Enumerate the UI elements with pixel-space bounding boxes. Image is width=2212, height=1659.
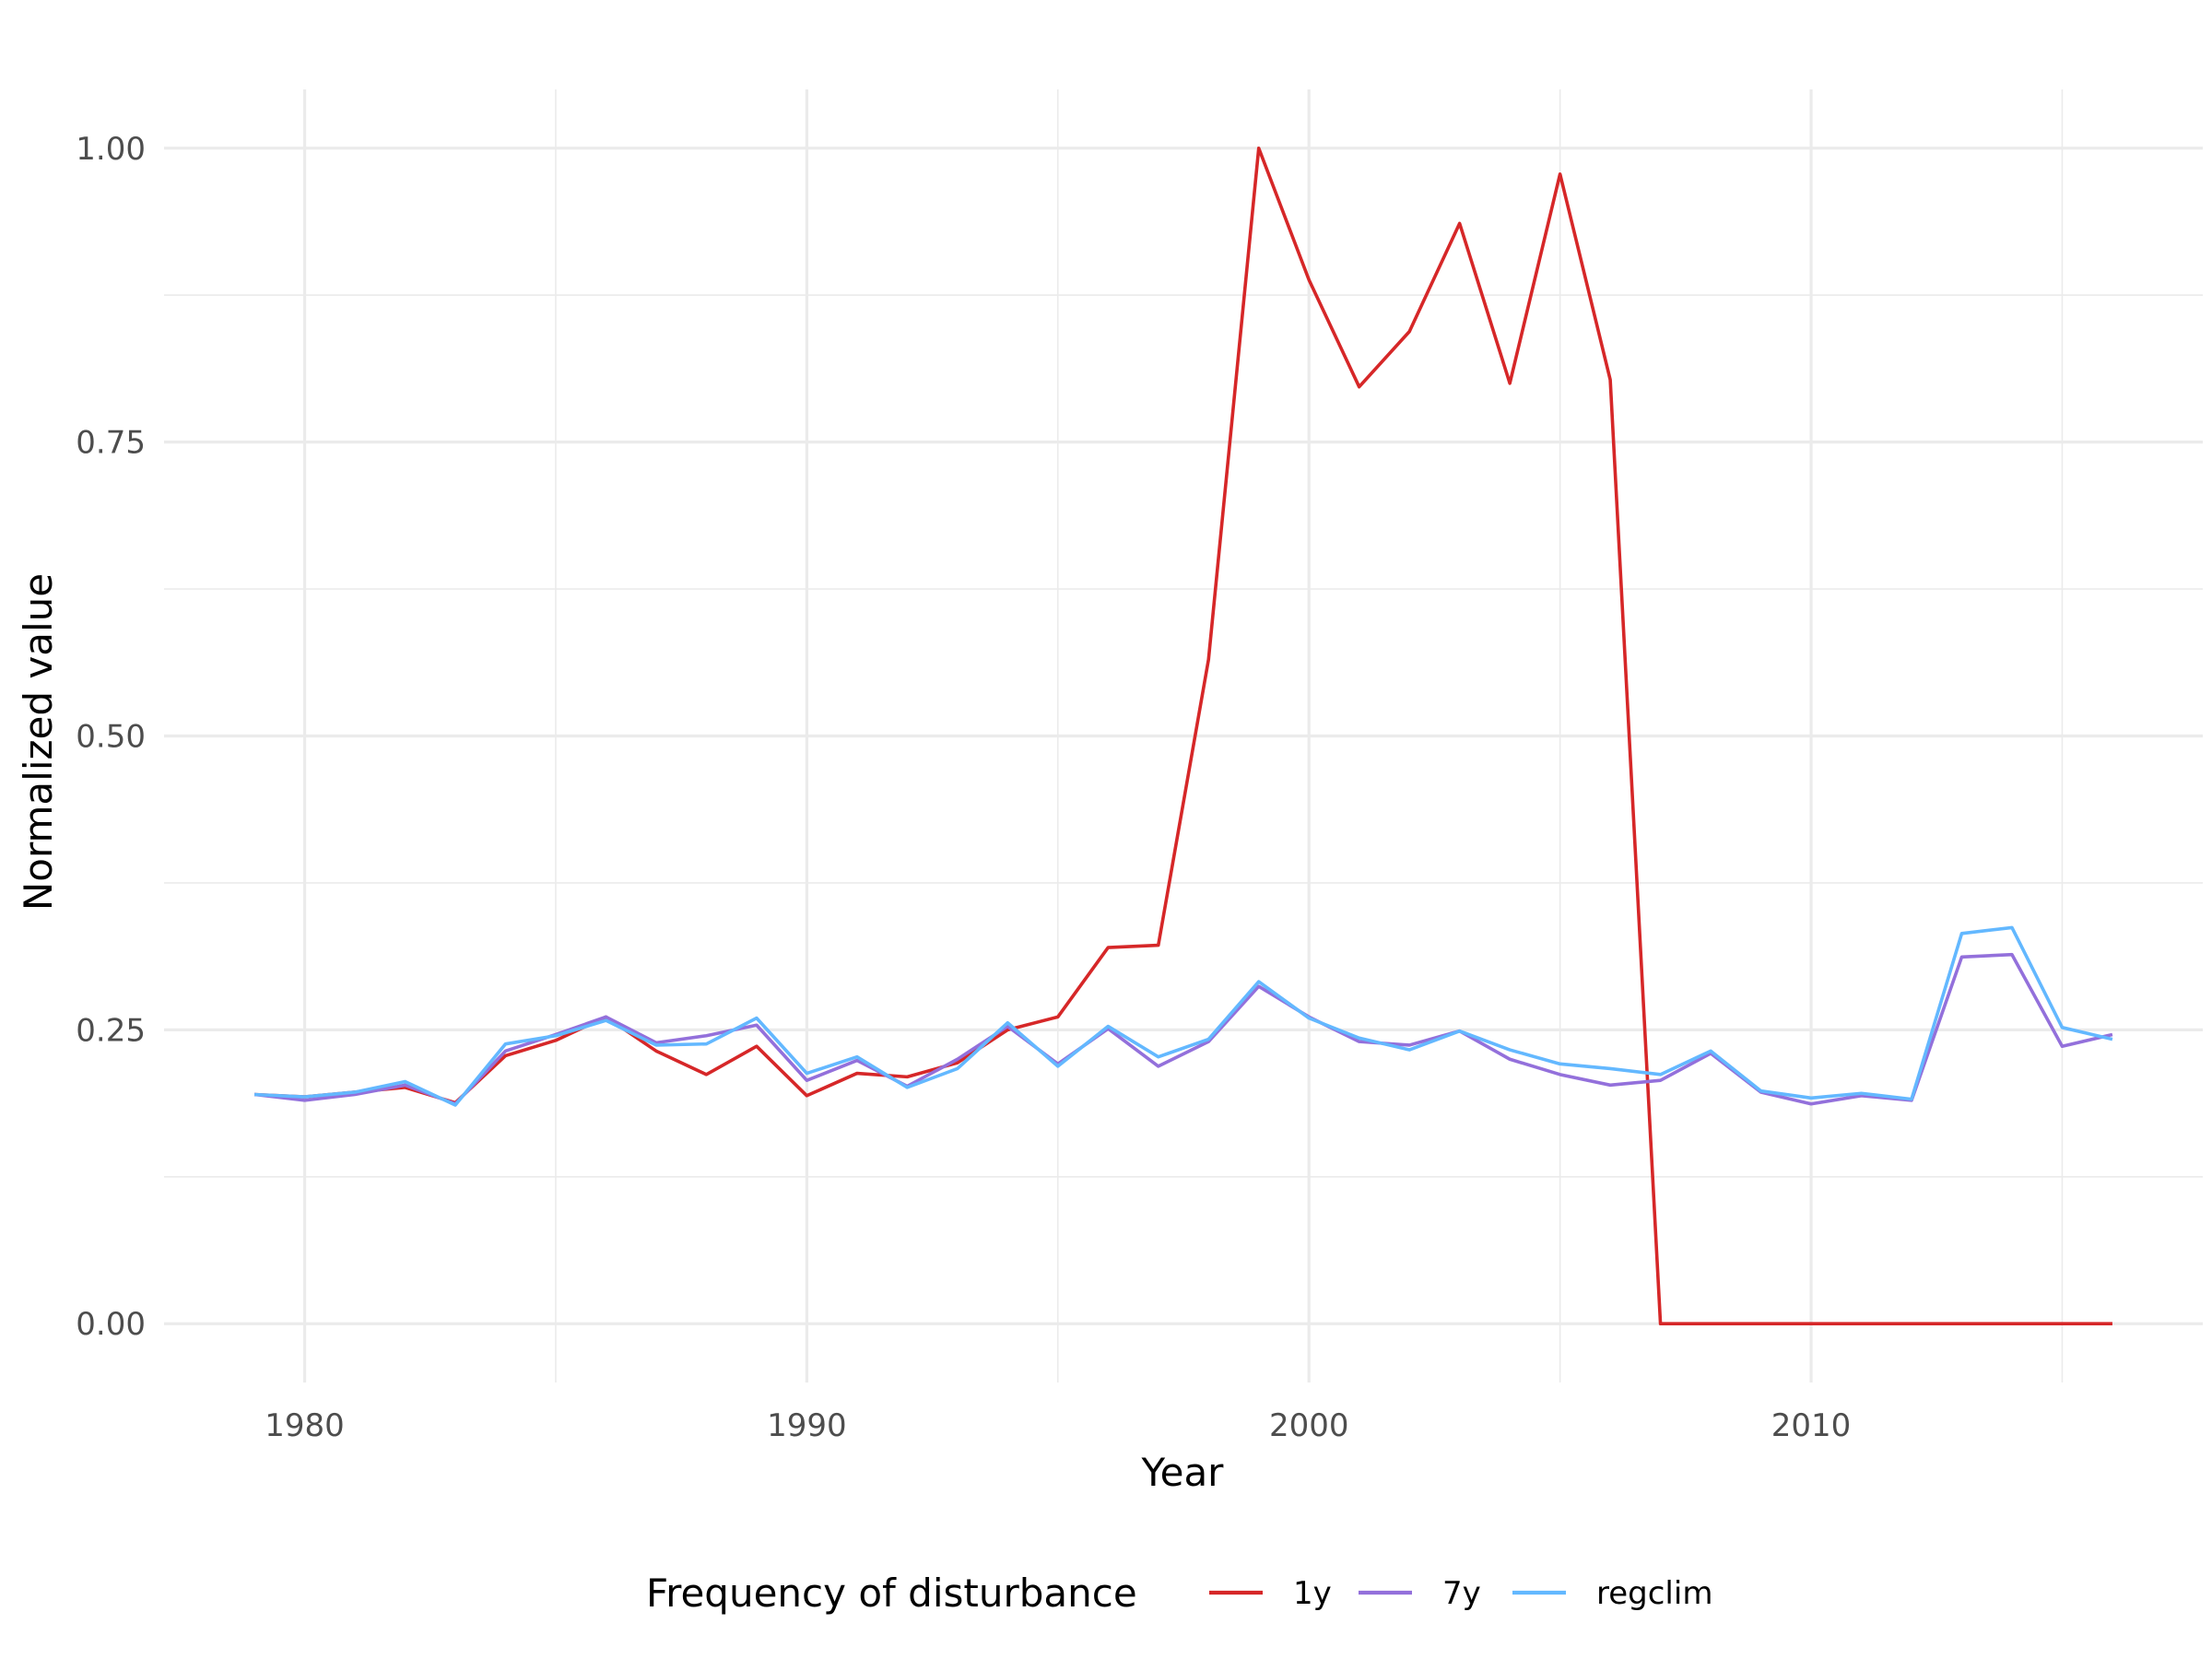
x-tick-label: 2010 <box>1771 1407 1852 1444</box>
x-tick-label: 1990 <box>767 1407 847 1444</box>
series-line-regclim <box>253 925 2113 1107</box>
y-axis-title: Normalized value <box>16 573 61 911</box>
legend-label-1y: 1y <box>1293 1575 1332 1612</box>
series-line-1y <box>253 146 2112 1326</box>
major-horizontal-gridlines <box>164 147 2203 1325</box>
y-tick-label: 0.00 <box>76 1306 146 1343</box>
x-tick-label: 1980 <box>265 1407 345 1444</box>
legend-keys: 1y 7y regclim <box>1209 1575 1712 1612</box>
legend: Frequency of disturbance 1y 7y regclim <box>646 1571 1712 1616</box>
minor-horizontal-gridlines <box>164 294 2203 1178</box>
x-axis-title: Year <box>1141 1450 1225 1495</box>
x-tick-label: 2000 <box>1269 1407 1349 1444</box>
legend-label-regclim: regclim <box>1596 1575 1712 1612</box>
y-tick-label: 0.25 <box>76 1012 146 1049</box>
x-axis-tick-labels: 1980 1990 2000 2010 <box>265 1407 1851 1444</box>
y-tick-label: 0.50 <box>76 719 146 756</box>
legend-label-7y: 7y <box>1442 1575 1481 1612</box>
y-tick-label: 1.00 <box>76 131 146 168</box>
legend-title: Frequency of disturbance <box>646 1571 1137 1616</box>
y-tick-label: 0.75 <box>76 425 146 462</box>
series-lines <box>253 146 2113 1326</box>
y-axis-tick-labels: 0.00 0.25 0.50 0.75 1.00 <box>76 131 146 1343</box>
